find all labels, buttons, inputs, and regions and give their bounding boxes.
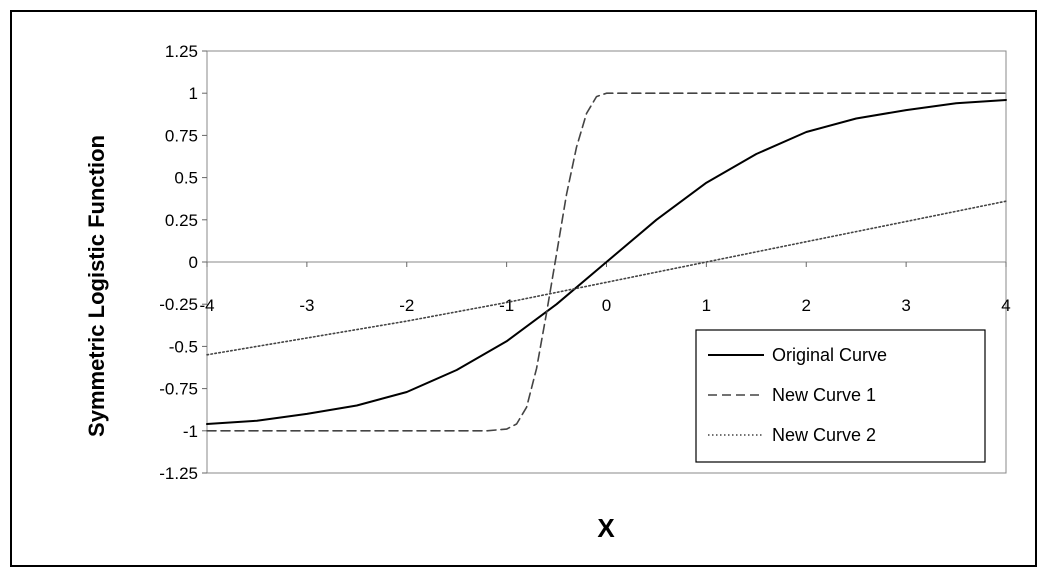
y-tick-label: -1.25 [159, 464, 198, 483]
y-tick-label: 0.75 [165, 126, 198, 145]
y-tick-label: 1.25 [165, 42, 198, 61]
x-tick-label: 1 [702, 296, 711, 315]
x-tick-label: 0 [602, 296, 611, 315]
x-tick-label: -2 [399, 296, 414, 315]
legend-label: Original Curve [772, 345, 887, 365]
y-tick-label: 0.5 [174, 169, 198, 188]
x-tick-label: -4 [199, 296, 214, 315]
x-tick-label: 3 [901, 296, 910, 315]
legend-box [695, 329, 986, 463]
series-group [206, 92, 1007, 432]
legend-label: New Curve 2 [772, 425, 876, 445]
y-axis-label: Symmetric Logistic Function [84, 135, 109, 437]
y-tick-label: -0.75 [159, 380, 198, 399]
legend-label: New Curve 1 [772, 385, 876, 405]
y-tick-label: -0.25 [159, 295, 198, 314]
y-tick-label: 1 [189, 84, 198, 103]
x-tick-label: -3 [299, 296, 314, 315]
y-tick-label: 0.25 [165, 211, 198, 230]
x-tick-label: 2 [802, 296, 811, 315]
series-line-1 [206, 99, 1007, 425]
y-tick-label: -1 [183, 422, 198, 441]
y-tick-label: 0 [189, 253, 198, 272]
axes: 1.25 1 0.75 0.5 0.25 0 -0.25 -0.5 -0.75 -1 -1.25 -4… [159, 42, 1010, 483]
series-line-2 [206, 92, 1007, 432]
legend: Original Curve New Curve 1 New Curve 2 [695, 329, 986, 463]
x-tick-label: -1 [499, 296, 514, 315]
series-line-3 [206, 200, 1007, 356]
y-tick-label: -0.5 [169, 337, 198, 356]
x-axis-label: X [597, 513, 615, 543]
x-tick-label: 4 [1001, 296, 1010, 315]
